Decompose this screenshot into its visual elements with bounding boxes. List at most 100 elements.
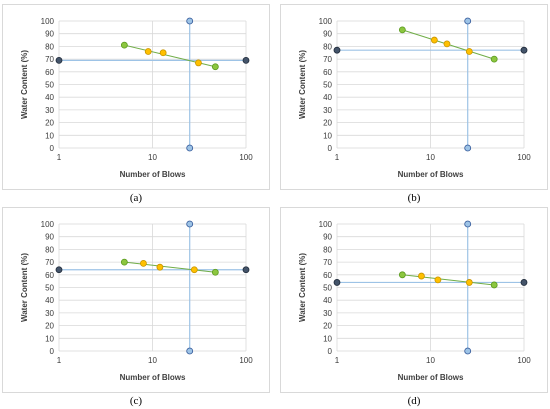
y-tick-label: 50	[323, 81, 332, 90]
liquid-limit-marker-right	[520, 46, 528, 54]
x-tick-label: 1	[57, 153, 62, 162]
caption-d: (d)	[407, 395, 421, 407]
ref-marker-top	[464, 17, 472, 25]
y-tick-label: 100	[319, 220, 333, 229]
y-tick-label: 40	[323, 296, 332, 305]
data-point	[195, 59, 202, 67]
data-point	[434, 276, 442, 284]
y-tick-label: 10	[45, 334, 54, 343]
ref-marker-bottom	[186, 144, 194, 152]
y-tick-label: 60	[323, 68, 332, 77]
y-tick-label: 20	[323, 119, 332, 128]
x-tick-label: 100	[517, 153, 531, 162]
y-tick-label: 80	[323, 42, 332, 51]
chart-panel-b: 0 10 20 30 40 50 60 70 80 90 100 1 10 100 Number of Bl…	[280, 4, 548, 190]
y-axis-title: Water Content (%)	[298, 253, 307, 322]
data-point	[465, 48, 473, 55]
data-point	[465, 279, 473, 286]
y-tick-label: 80	[45, 42, 54, 51]
y-tick-label: 10	[45, 131, 54, 140]
y-tick-label: 10	[323, 334, 332, 343]
data-point	[144, 48, 152, 55]
liquid-limit-marker-right	[242, 56, 250, 64]
y-tick-label: 70	[323, 55, 332, 64]
caption-a: (a)	[129, 192, 143, 204]
y-tick-label: 40	[45, 93, 54, 102]
x-tick-label: 10	[426, 153, 435, 162]
y-tick-label: 20	[45, 119, 54, 128]
ref-marker-bottom	[186, 347, 194, 355]
ref-marker-top	[186, 220, 194, 228]
chart-panel-c: 0 10 20 30 40 50 60 70 80 90 100 1 10 100 Number of Bl…	[2, 207, 270, 393]
x-tick-label: 100	[239, 356, 253, 365]
data-point-end	[490, 55, 498, 63]
y-tick-label: 50	[45, 284, 54, 293]
y-tick-label: 80	[323, 245, 332, 254]
liquid-limit-marker-right	[242, 266, 250, 274]
y-tick-label: 0	[328, 144, 333, 153]
y-tick-label: 70	[45, 55, 54, 64]
x-tick-label: 100	[239, 153, 253, 162]
y-tick-label: 60	[45, 68, 54, 77]
liquid-limit-marker-left	[55, 266, 63, 274]
data-point-end	[211, 268, 219, 276]
y-tick-label: 80	[45, 245, 54, 254]
ref-marker-bottom	[464, 144, 472, 152]
trend-line	[124, 261, 216, 273]
y-tick-label: 90	[323, 233, 332, 242]
liquid-limit-marker-left	[333, 46, 341, 54]
data-point	[443, 40, 451, 48]
data-point-end	[398, 26, 406, 34]
y-tick-label: 70	[45, 258, 54, 267]
x-axis-title: Number of Blows	[398, 373, 464, 382]
data-point	[190, 266, 198, 274]
ref-marker-bottom	[464, 347, 472, 355]
ref-marker-top	[186, 17, 194, 25]
data-point-end	[211, 63, 219, 71]
x-tick-label: 10	[148, 356, 157, 365]
liquid-limit-marker-right	[520, 279, 528, 286]
x-tick-label: 10	[148, 153, 157, 162]
data-point	[418, 272, 425, 280]
y-tick-label: 20	[45, 322, 54, 331]
x-axis-title: Number of Blows	[120, 170, 186, 179]
x-axis-title: Number of Blows	[120, 373, 186, 382]
trend-line	[402, 274, 495, 286]
y-tick-label: 60	[45, 271, 54, 280]
x-tick-label: 100	[517, 356, 531, 365]
data-point-end	[398, 271, 406, 279]
y-tick-label: 70	[323, 258, 332, 267]
data-point-end	[120, 41, 128, 49]
y-axis-title: Water Content (%)	[20, 50, 29, 119]
y-tick-label: 100	[41, 17, 55, 26]
liquid-limit-marker-left	[333, 279, 341, 286]
data-point-end	[120, 258, 128, 266]
y-tick-label: 60	[323, 271, 332, 280]
y-tick-label: 30	[323, 106, 332, 115]
y-tick-label: 40	[45, 296, 54, 305]
y-tick-label: 10	[323, 131, 332, 140]
data-point-end	[490, 281, 498, 289]
y-tick-label: 50	[323, 284, 332, 293]
x-axis-title: Number of Blows	[398, 170, 464, 179]
y-tick-label: 50	[45, 81, 54, 90]
chart-panel-a: 0 10 20 30 40 50 60 70 80 90 100 1 10 100 Number of Bl…	[2, 4, 270, 190]
caption-c: (c)	[129, 395, 143, 407]
data-point	[156, 263, 164, 271]
y-axis-title: Water Content (%)	[20, 253, 29, 322]
chart-panel-d: 0 10 20 30 40 50 60 70 80 90 100 1 10 100 Number of Bl…	[280, 207, 548, 393]
y-tick-label: 30	[45, 309, 54, 318]
y-tick-label: 90	[45, 233, 54, 242]
y-axis-title: Water Content (%)	[298, 50, 307, 119]
y-tick-label: 30	[45, 106, 54, 115]
y-tick-label: 100	[41, 220, 55, 229]
y-tick-label: 0	[50, 144, 55, 153]
y-tick-label: 20	[323, 322, 332, 331]
y-tick-label: 0	[328, 347, 333, 356]
data-point	[430, 36, 438, 44]
y-tick-label: 100	[319, 17, 333, 26]
